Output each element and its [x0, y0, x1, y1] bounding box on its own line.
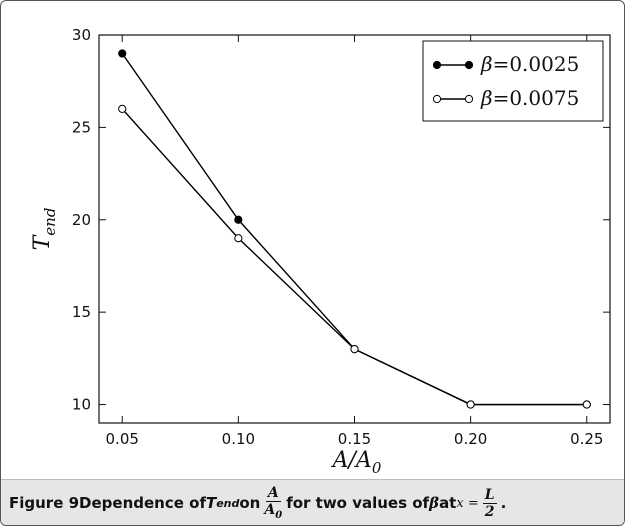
caption-fraction-b-num: L	[482, 486, 497, 504]
caption-t-base: T	[205, 494, 217, 512]
y-tick-labels: 10 15 20 25 30	[72, 26, 91, 414]
x-tick-label: 0.05	[106, 430, 139, 448]
legend-box	[422, 40, 604, 122]
series-1-point	[466, 400, 475, 409]
caption-label: Figure 9	[9, 494, 80, 512]
legend-marker-0	[464, 60, 474, 70]
caption-fraction-a-den-base: A	[264, 501, 276, 518]
legend-marker-1	[464, 94, 474, 104]
caption-t-sub: end	[216, 496, 240, 510]
x-tick-label: 0.15	[338, 430, 371, 448]
caption-fraction-b-den: 2	[484, 503, 495, 520]
x-axis-title-base: A/A	[331, 448, 372, 473]
legend-label-1-greek: β	[480, 86, 493, 110]
series-1-point	[350, 344, 359, 354]
x-tick-label: 0.10	[222, 430, 255, 448]
x-tick-label: 0.25	[570, 430, 603, 448]
caption-fraction-a-den: A0	[264, 502, 282, 521]
caption-beta: β	[429, 494, 440, 512]
y-axis-title-base: T	[30, 233, 55, 250]
series-0-point	[234, 215, 243, 224]
y-axis-title: Tend	[30, 208, 59, 251]
legend-marker-1	[432, 94, 442, 104]
legend: β=0.0025 β=0.0075	[422, 40, 604, 122]
legend-label-0-greek: β	[480, 52, 493, 76]
y-axis-title-sub: end	[41, 208, 59, 236]
line-chart: 0.05 0.10 0.15 0.20 0.25 10 15 20 25 30 A/A0 Ten…	[30, 26, 611, 477]
series-group	[118, 49, 591, 409]
caption-fraction-a-den-sub: 0	[275, 509, 283, 521]
caption-x-eq: x =	[456, 495, 479, 511]
x-axis-title-sub: 0	[372, 459, 382, 477]
y-tick-label: 25	[72, 118, 91, 136]
caption-fraction-b: L 2	[482, 486, 497, 520]
legend-label-0: β=0.0025	[480, 52, 579, 76]
x-axis-title: A/A0	[331, 448, 382, 477]
y-tick-label: 30	[72, 26, 91, 44]
caption-text-2: on	[239, 494, 261, 512]
y-tick-label: 15	[72, 303, 91, 321]
caption-text-1: Dependence of	[79, 494, 206, 512]
legend-marker-0	[432, 60, 442, 70]
legend-label-0-eq: =0.0025	[493, 52, 580, 76]
caption-fraction-a: A A0	[264, 486, 282, 521]
legend-label-1: β=0.0075	[480, 86, 579, 110]
x-tick-label: 0.20	[454, 430, 487, 448]
series-1-point	[582, 400, 591, 409]
series-1-point	[118, 104, 127, 114]
series-1	[118, 104, 591, 409]
x-tick-labels: 0.05 0.10 0.15 0.20 0.25	[106, 430, 604, 448]
caption-text-3: for two values of	[286, 494, 430, 512]
legend-entries	[432, 60, 474, 104]
series-1-point	[234, 234, 243, 243]
caption-end: .	[500, 494, 507, 512]
legend-label-1-eq: =0.0075	[493, 86, 580, 110]
axis-ticks	[99, 34, 610, 423]
y-tick-label: 20	[72, 211, 91, 229]
y-tick-label: 10	[72, 396, 91, 414]
series-0-point	[118, 49, 127, 58]
caption-fraction-a-num: A	[265, 484, 281, 502]
caption-text-4: at	[439, 494, 457, 512]
